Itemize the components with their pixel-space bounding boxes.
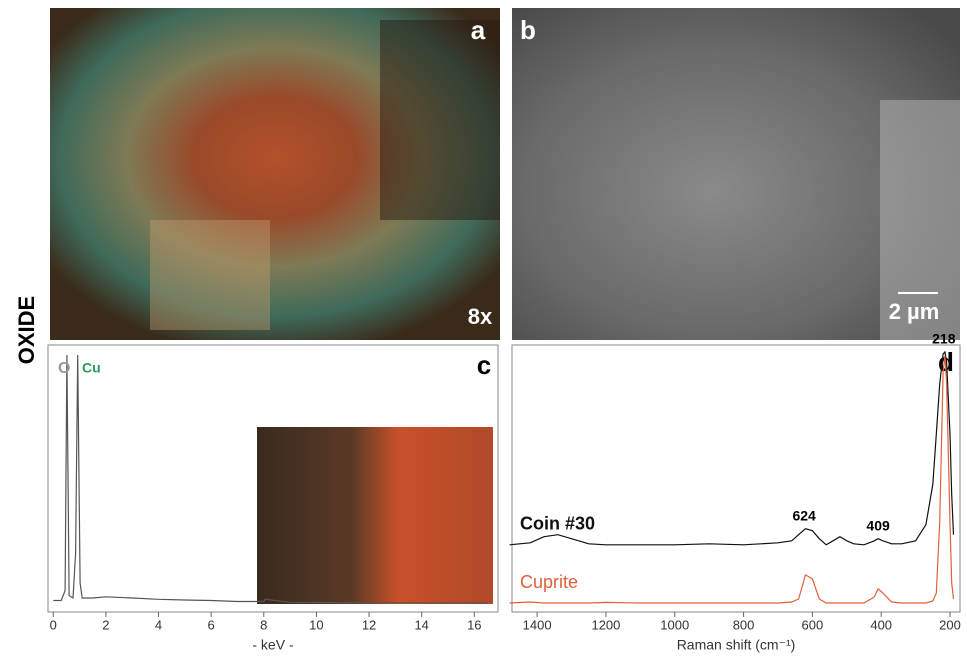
scale-bar-label: 2 µm bbox=[889, 299, 940, 324]
panel-c-frame bbox=[47, 344, 499, 613]
spectrum-line bbox=[509, 355, 955, 604]
photo-texture bbox=[880, 100, 960, 340]
x-tick-label: 200 bbox=[939, 617, 961, 632]
x-tick-label: 400 bbox=[870, 617, 892, 632]
panel-d-frame bbox=[511, 344, 961, 613]
spectrum-line bbox=[53, 354, 488, 604]
side-label: OXIDE bbox=[14, 296, 39, 364]
panel-label: a bbox=[471, 15, 486, 45]
peak-label: 409 bbox=[866, 517, 890, 533]
x-tick-label: 0 bbox=[50, 617, 57, 632]
x-axis-label: Raman shift (cm⁻¹) bbox=[677, 637, 796, 653]
x-tick-label: 6 bbox=[208, 617, 215, 632]
inset-photo bbox=[257, 427, 493, 604]
peak-label: 624 bbox=[792, 507, 816, 523]
x-tick-label: 1200 bbox=[591, 617, 620, 632]
panel-label: b bbox=[520, 15, 536, 45]
peak-annotation: Cu bbox=[82, 360, 101, 376]
x-axis-label: - keV - bbox=[252, 637, 294, 653]
series-label: Coin #30 bbox=[520, 514, 595, 534]
x-tick-label: 10 bbox=[309, 617, 323, 632]
x-tick-label: 2 bbox=[102, 617, 109, 632]
series-label: Cuprite bbox=[520, 572, 578, 592]
x-tick-label: 14 bbox=[414, 617, 428, 632]
x-tick-label: 1400 bbox=[523, 617, 552, 632]
x-tick-label: 16 bbox=[467, 617, 481, 632]
peak-label: 218 bbox=[932, 331, 956, 347]
spectrum-line bbox=[509, 350, 955, 546]
photo-texture bbox=[380, 20, 500, 220]
magnification: 8x bbox=[468, 304, 493, 329]
x-tick-label: 800 bbox=[733, 617, 755, 632]
x-tick-label: 12 bbox=[362, 617, 376, 632]
peak-annotation: O bbox=[58, 360, 70, 377]
panel-label: c bbox=[477, 350, 491, 380]
x-tick-label: 8 bbox=[260, 617, 267, 632]
photo-texture bbox=[150, 220, 270, 330]
x-tick-label: 600 bbox=[802, 617, 824, 632]
x-tick-label: 1000 bbox=[660, 617, 689, 632]
x-tick-label: 4 bbox=[155, 617, 162, 632]
